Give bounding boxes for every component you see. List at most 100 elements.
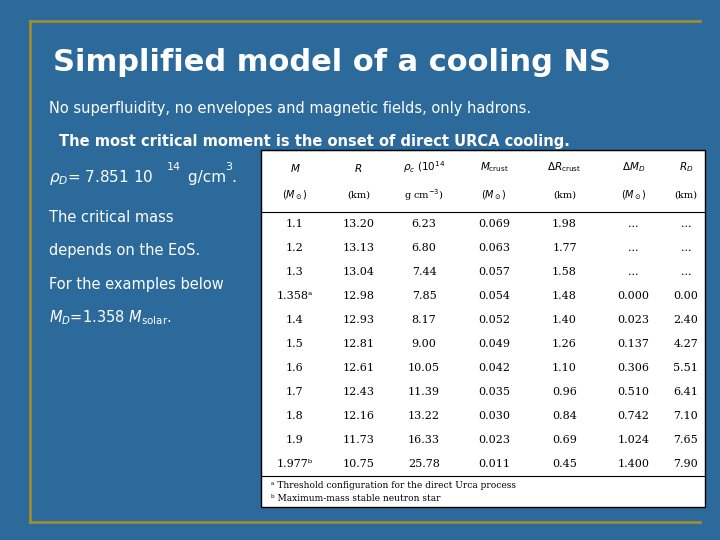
Text: .: . xyxy=(232,170,237,185)
Text: g cm$^{-3}$): g cm$^{-3}$) xyxy=(404,187,444,203)
Text: $R$: $R$ xyxy=(354,161,363,173)
Text: 0.137: 0.137 xyxy=(618,339,649,349)
Text: 1.26: 1.26 xyxy=(552,339,577,349)
Text: 6.23: 6.23 xyxy=(412,219,436,230)
Text: $R_D$: $R_D$ xyxy=(678,161,693,174)
Text: 0.069: 0.069 xyxy=(478,219,510,230)
Text: 6.80: 6.80 xyxy=(412,244,436,253)
Text: $\Delta R_{\rm crust}$: $\Delta R_{\rm crust}$ xyxy=(547,161,582,174)
Text: (km): (km) xyxy=(553,191,576,199)
Text: For the examples below: For the examples below xyxy=(49,276,224,292)
Text: 1.40: 1.40 xyxy=(552,315,577,326)
Text: 1.1: 1.1 xyxy=(286,219,304,230)
Text: 5.51: 5.51 xyxy=(673,363,698,373)
Text: 13.20: 13.20 xyxy=(343,219,374,230)
Text: 1.977ᵇ: 1.977ᵇ xyxy=(276,459,313,469)
Text: 1.8: 1.8 xyxy=(286,411,304,421)
Text: (km): (km) xyxy=(675,191,697,199)
Text: $M$: $M$ xyxy=(289,161,300,173)
Text: ...: ... xyxy=(680,267,691,278)
Text: $(M_\odot)$: $(M_\odot)$ xyxy=(282,188,307,202)
Text: ...: ... xyxy=(629,267,639,278)
Text: 11.39: 11.39 xyxy=(408,387,440,397)
Text: 1.3: 1.3 xyxy=(286,267,304,278)
Text: 12.81: 12.81 xyxy=(343,339,374,349)
Text: g/cm: g/cm xyxy=(183,170,226,185)
Text: 1.358ᵃ: 1.358ᵃ xyxy=(276,292,313,301)
Text: 0.45: 0.45 xyxy=(552,459,577,469)
Text: $\rho_D$= 7.851 10: $\rho_D$= 7.851 10 xyxy=(49,167,153,187)
Text: 0.035: 0.035 xyxy=(478,387,510,397)
Text: 0.84: 0.84 xyxy=(552,411,577,421)
Text: 0.057: 0.057 xyxy=(478,267,510,278)
Text: 11.73: 11.73 xyxy=(343,435,374,445)
Text: 1.024: 1.024 xyxy=(618,435,649,445)
Text: 12.61: 12.61 xyxy=(343,363,374,373)
Text: 0.96: 0.96 xyxy=(552,387,577,397)
Text: depends on the EoS.: depends on the EoS. xyxy=(49,243,200,258)
Text: 0.69: 0.69 xyxy=(552,435,577,445)
Text: 1.58: 1.58 xyxy=(552,267,577,278)
Text: 7.90: 7.90 xyxy=(673,459,698,469)
Text: 7.44: 7.44 xyxy=(412,267,436,278)
Text: ...: ... xyxy=(680,244,691,253)
Text: 1.48: 1.48 xyxy=(552,292,577,301)
Text: 3: 3 xyxy=(225,163,233,172)
Text: 7.10: 7.10 xyxy=(673,411,698,421)
Text: 0.042: 0.042 xyxy=(478,363,510,373)
Text: 1.5: 1.5 xyxy=(286,339,304,349)
Text: 0.023: 0.023 xyxy=(478,435,510,445)
Text: 0.052: 0.052 xyxy=(478,315,510,326)
Text: $M_{\rm crust}$: $M_{\rm crust}$ xyxy=(480,161,509,174)
Bar xyxy=(261,150,705,507)
Text: The critical mass: The critical mass xyxy=(49,210,174,225)
Text: (km): (km) xyxy=(347,191,370,199)
Text: 14: 14 xyxy=(167,163,181,172)
Text: 13.22: 13.22 xyxy=(408,411,440,421)
Text: ᵃ Threshold configuration for the direct Urca process: ᵃ Threshold configuration for the direct… xyxy=(271,481,516,490)
Text: 0.00: 0.00 xyxy=(673,292,698,301)
Text: 0.510: 0.510 xyxy=(618,387,649,397)
Text: 12.93: 12.93 xyxy=(343,315,374,326)
Text: No superfluidity, no envelopes and magnetic fields, only hadrons.: No superfluidity, no envelopes and magne… xyxy=(49,100,531,116)
Text: $\Delta M_D$: $\Delta M_D$ xyxy=(622,161,645,174)
Text: 0.054: 0.054 xyxy=(478,292,510,301)
Text: ᵇ Maximum-mass stable neutron star: ᵇ Maximum-mass stable neutron star xyxy=(271,494,441,503)
Text: 0.742: 0.742 xyxy=(618,411,649,421)
Text: The most critical moment is the onset of direct URCA cooling.: The most critical moment is the onset of… xyxy=(59,134,570,149)
Text: 13.04: 13.04 xyxy=(343,267,374,278)
Text: 0.306: 0.306 xyxy=(618,363,649,373)
Text: 6.41: 6.41 xyxy=(673,387,698,397)
Text: 16.33: 16.33 xyxy=(408,435,440,445)
Text: 10.75: 10.75 xyxy=(343,459,374,469)
Text: 1.6: 1.6 xyxy=(286,363,304,373)
Text: 13.13: 13.13 xyxy=(343,244,374,253)
Text: 2.40: 2.40 xyxy=(673,315,698,326)
Text: ...: ... xyxy=(629,244,639,253)
Text: 7.85: 7.85 xyxy=(412,292,436,301)
Text: 1.2: 1.2 xyxy=(286,244,304,253)
Text: 9.00: 9.00 xyxy=(412,339,436,349)
Text: 1.10: 1.10 xyxy=(552,363,577,373)
Text: 1.77: 1.77 xyxy=(552,244,577,253)
Text: ...: ... xyxy=(680,219,691,230)
Text: 8.17: 8.17 xyxy=(412,315,436,326)
Text: Simplified model of a cooling NS: Simplified model of a cooling NS xyxy=(53,48,611,77)
Text: 4.27: 4.27 xyxy=(673,339,698,349)
Text: 12.98: 12.98 xyxy=(343,292,374,301)
Text: $(M_\odot)$: $(M_\odot)$ xyxy=(482,188,507,202)
Text: 1.4: 1.4 xyxy=(286,315,304,326)
Text: 1.400: 1.400 xyxy=(618,459,649,469)
Text: 1.9: 1.9 xyxy=(286,435,304,445)
Text: $M_D$=1.358 $M_{\rm solar}$.: $M_D$=1.358 $M_{\rm solar}$. xyxy=(49,308,172,327)
Text: 0.011: 0.011 xyxy=(478,459,510,469)
Text: 12.43: 12.43 xyxy=(343,387,374,397)
Text: 1.98: 1.98 xyxy=(552,219,577,230)
Text: 0.000: 0.000 xyxy=(618,292,649,301)
Text: 12.16: 12.16 xyxy=(343,411,374,421)
Text: 0.023: 0.023 xyxy=(618,315,649,326)
Text: $(M_\odot)$: $(M_\odot)$ xyxy=(621,188,647,202)
Text: 25.78: 25.78 xyxy=(408,459,440,469)
Text: 0.063: 0.063 xyxy=(478,244,510,253)
Text: 7.65: 7.65 xyxy=(673,435,698,445)
